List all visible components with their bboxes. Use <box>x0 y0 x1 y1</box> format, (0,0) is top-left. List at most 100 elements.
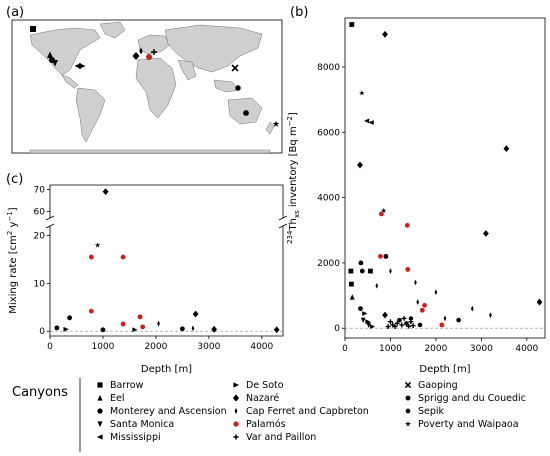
data-point <box>399 322 405 328</box>
x-tick-label: 0 <box>342 344 348 354</box>
legend-label: Palamós <box>246 419 286 430</box>
data-point <box>120 321 126 327</box>
y-tick-label: 8000 <box>317 63 340 73</box>
y-tick-label: 20 <box>34 232 46 242</box>
data-point <box>348 268 354 274</box>
data-point <box>94 242 101 248</box>
data-point <box>503 145 510 153</box>
data-point <box>414 279 417 286</box>
legend-items: Barrow Eel Monterey and Ascension Santa Mon… <box>96 380 526 443</box>
x-tick-label: 3000 <box>470 344 493 354</box>
y-tick-label: 4000 <box>317 194 340 204</box>
x-tick-label: 4000 <box>515 344 538 354</box>
legend-marker <box>232 394 240 402</box>
legend-label: Cap Ferret and Capbreton <box>246 406 369 417</box>
y-tick-label: 2000 <box>317 259 340 269</box>
data-point <box>357 161 363 169</box>
data-point <box>406 323 412 329</box>
x-tick-label: 2000 <box>144 342 167 352</box>
y-label-sup2: −1 <box>6 211 14 221</box>
legend: Canyons Barrow Eel Monterey and Ascension S… <box>12 378 526 452</box>
data-point <box>63 326 69 332</box>
map-marker <box>146 54 152 60</box>
map-marker <box>231 64 239 72</box>
legend-marker <box>233 382 240 388</box>
y-axis-label: Mixing rate [cm2 y−1] <box>6 207 19 314</box>
map-marker <box>272 120 280 127</box>
data-point <box>273 326 280 334</box>
data-point <box>368 268 373 274</box>
panel-label-b: (b) <box>290 5 308 20</box>
plot-c-lower-frame <box>49 226 284 337</box>
y-label-isotope: 234 <box>286 230 294 244</box>
new-zealand-shape <box>265 121 275 135</box>
y-tick-label: 10 <box>34 279 46 289</box>
y-tick-label: 60 <box>34 207 46 217</box>
data-point <box>359 90 365 96</box>
data-point <box>389 268 392 274</box>
data-point <box>443 315 447 322</box>
legend-marker <box>233 421 239 427</box>
data-point <box>422 302 427 308</box>
data-point <box>191 325 195 332</box>
legend-marker <box>405 408 411 414</box>
map-marker <box>79 63 86 69</box>
antarctica-shape <box>29 149 271 154</box>
data-point <box>419 307 425 313</box>
data-point <box>137 314 143 320</box>
legend-marker <box>97 382 103 388</box>
data-point <box>132 327 138 333</box>
legend-marker <box>97 394 103 401</box>
map-markers <box>30 26 280 127</box>
plot-b-frame <box>344 17 546 339</box>
data-point <box>388 319 393 325</box>
data-point <box>375 282 379 289</box>
data-point <box>100 327 106 333</box>
legend-marker <box>234 407 238 415</box>
data-point <box>359 268 365 274</box>
legend-marker <box>97 421 103 428</box>
data-point <box>404 320 409 326</box>
data-point <box>397 317 402 323</box>
x-axis-label: Depth [m] <box>141 364 192 375</box>
plot-c: 0 1000 2000 3000 4000 0 10 20 60 70 Depth [m] Mixin… <box>6 184 288 375</box>
data-point <box>401 316 407 321</box>
data-point <box>380 207 387 213</box>
data-point <box>404 222 410 228</box>
map-marker <box>235 85 241 91</box>
x-tick-label: 2000 <box>424 344 447 354</box>
data-point <box>416 299 420 305</box>
map-marker <box>52 60 58 67</box>
data-point <box>385 324 391 329</box>
data-point <box>88 254 94 260</box>
data-point <box>405 267 411 272</box>
land-masses <box>29 21 275 154</box>
data-point <box>102 188 109 195</box>
indonesia-shape <box>213 79 241 93</box>
data-point <box>378 253 383 259</box>
data-point <box>157 320 160 327</box>
data-point <box>536 298 543 306</box>
data-point <box>383 253 389 259</box>
map-marker <box>151 49 157 55</box>
data-point <box>358 306 363 312</box>
y-tick-label: 6000 <box>317 128 340 138</box>
y-label-unit-sup: −2 <box>286 116 294 126</box>
data-point <box>349 22 355 27</box>
legend-label: Gaoping <box>418 380 458 391</box>
legend-label: Mississippi <box>110 432 161 443</box>
legend-marker <box>405 395 411 401</box>
y-label-end: ] <box>8 207 19 211</box>
data-point <box>456 317 461 323</box>
data-point <box>365 319 371 325</box>
x-tick-label: 3000 <box>197 342 220 352</box>
data-point <box>483 230 489 237</box>
x-tick-label: 1000 <box>92 342 115 352</box>
legend-marker <box>404 381 412 389</box>
y-label-sub: xs <box>293 210 301 218</box>
data-point <box>382 311 388 319</box>
axis-break-mark <box>45 223 55 229</box>
y-tick-label: 0 <box>39 327 45 337</box>
data-point <box>394 320 400 326</box>
y-label-element: Th <box>288 218 299 231</box>
